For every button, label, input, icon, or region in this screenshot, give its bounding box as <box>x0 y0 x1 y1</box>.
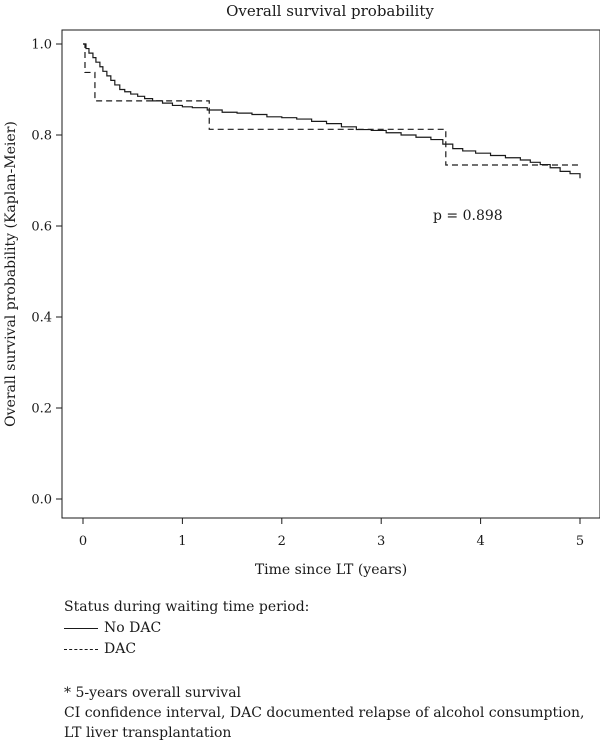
x-tick-label: 3 <box>377 534 385 549</box>
series-line-no-dac <box>83 43 581 179</box>
x-tick-label: 4 <box>476 534 484 549</box>
y-tick-label: 0.2 <box>31 402 52 417</box>
legend-item-dac: DAC <box>64 639 309 660</box>
plot-frame <box>61 29 600 519</box>
chart-title: Overall survival probability <box>226 2 434 20</box>
legend-heading: Status during waiting time period: <box>64 599 310 615</box>
y-tick-label: 1.0 <box>31 38 52 53</box>
axis-ticks: 0 1 2 3 4 5 0.0 0.2 0.4 0.6 0.8 1.0 <box>31 38 584 550</box>
x-axis-label: Time since LT (years) <box>255 562 407 578</box>
y-tick-label: 0.8 <box>31 129 52 144</box>
x-tick-label: 1 <box>178 534 186 549</box>
legend-label-dac: DAC <box>104 641 137 657</box>
x-tick-label: 0 <box>79 534 87 549</box>
legend: Status during waiting time period: No DA… <box>64 597 309 660</box>
footnotes: * 5-years overall survival CI confidence… <box>64 683 594 743</box>
footnote-line: CI confidence interval, DAC documented r… <box>64 705 585 721</box>
series-line-dac <box>83 43 580 166</box>
series-layer <box>83 43 581 179</box>
legend-item-no-dac: No DAC <box>64 618 309 639</box>
dashed-line-swatch <box>64 649 98 650</box>
x-tick-label: 5 <box>576 534 584 549</box>
p-value-annotation: p = 0.898 <box>433 208 503 224</box>
legend-label-no-dac: No DAC <box>104 620 162 636</box>
x-tick-label: 2 <box>278 534 286 549</box>
y-tick-label: 0.4 <box>31 311 52 326</box>
y-tick-label: 0.6 <box>31 220 52 235</box>
y-tick-label: 0.0 <box>31 493 52 508</box>
footnote-line: LT liver transplantation <box>64 725 232 741</box>
y-axis-label: Overall survival probability (Kaplan-Mei… <box>3 121 19 427</box>
footnote-line: * 5-years overall survival <box>64 685 242 701</box>
chart: Overall survival probability 0 1 2 3 4 5 0.0 0.… <box>3 2 600 578</box>
solid-line-swatch <box>64 628 98 629</box>
